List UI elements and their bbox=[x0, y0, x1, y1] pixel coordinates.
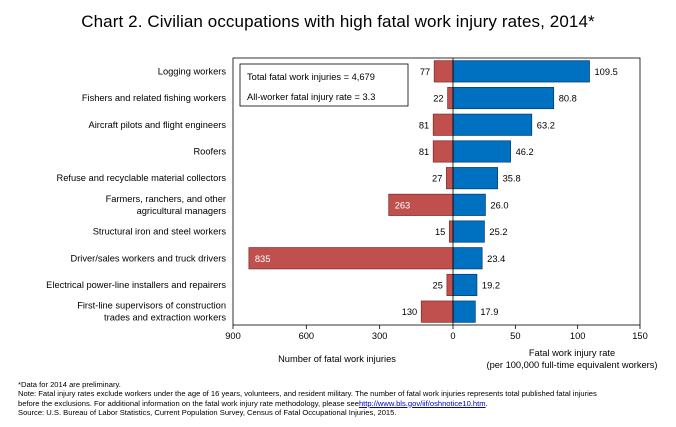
x-tick-label: 0 bbox=[450, 331, 455, 341]
rate-bar bbox=[452, 167, 498, 190]
count-bar bbox=[433, 60, 454, 83]
category-label: Farmers, ranchers, and other agricultural… bbox=[106, 194, 227, 216]
count-value-label: 81 bbox=[419, 120, 429, 130]
count-bar bbox=[447, 87, 454, 110]
category-label: Aircraft pilots and flight engineers bbox=[89, 120, 227, 130]
left-axis-label: Number of fatal work injuries bbox=[278, 354, 396, 364]
count-value-label: 27 bbox=[432, 174, 442, 184]
category-label-line: Roofers bbox=[193, 146, 226, 156]
category-label-line: Driver/sales workers and truck drivers bbox=[70, 253, 226, 263]
count-value-label: 25 bbox=[433, 280, 443, 290]
annotation-box bbox=[239, 63, 409, 107]
annotation-text: All-worker fatal injury rate = 3.3 bbox=[247, 92, 375, 102]
rate-bar bbox=[452, 140, 511, 163]
category-label-line: trades and extraction workers bbox=[104, 313, 226, 323]
rate-value-label: 26.0 bbox=[490, 200, 508, 210]
count-value-label: 263 bbox=[395, 200, 411, 210]
bar-chart: Total fatal work injuries = 4,679 All-wor… bbox=[46, 57, 658, 370]
category-label-line: First-line supervisors of construction bbox=[77, 301, 226, 311]
x-tick-label: 150 bbox=[632, 331, 648, 341]
count-bar bbox=[248, 247, 454, 270]
category-label-line: Aircraft pilots and flight engineers bbox=[89, 120, 227, 130]
footnotes: *Data for 2014 are preliminary. Note: Fa… bbox=[18, 380, 668, 417]
category-label: Structural iron and steel workers bbox=[93, 227, 227, 237]
rate-bar bbox=[452, 193, 486, 216]
count-value-label: 22 bbox=[433, 94, 443, 104]
rate-value-label: 19.2 bbox=[482, 280, 500, 290]
footnote-methodology-text: before the exclusions. For additional in… bbox=[18, 398, 359, 408]
x-tick-label: 300 bbox=[372, 331, 388, 341]
footnote-preliminary: *Data for 2014 are preliminary. bbox=[18, 380, 121, 389]
chart-title: Chart 2. Civilian occupations with high … bbox=[81, 12, 595, 31]
category-label-line: Electrical power-line installers and rep… bbox=[46, 280, 226, 290]
category-label: Roofers bbox=[193, 146, 226, 156]
x-tick-label: 100 bbox=[570, 331, 586, 341]
right-axis-label: (per 100,000 full-time equivalent worker… bbox=[486, 360, 657, 370]
footnote-note: Note: Fatal injury rates exclude workers… bbox=[18, 389, 597, 399]
rate-value-label: 80.8 bbox=[559, 94, 577, 104]
footnote-methodology: before the exclusions. For additional in… bbox=[18, 399, 668, 408]
rate-value-label: 35.8 bbox=[503, 174, 521, 184]
category-label-line: Fishers and related fishing workers bbox=[82, 93, 227, 103]
rate-bar bbox=[452, 247, 483, 270]
rate-value-label: 25.2 bbox=[489, 227, 507, 237]
methodology-link[interactable]: http://www.bls.gov/iif/oshnotice10.htm bbox=[358, 398, 486, 408]
category-label-line: Refuse and recyclable material collector… bbox=[57, 173, 227, 183]
rate-bar bbox=[452, 273, 478, 296]
count-value-label: 77 bbox=[420, 67, 430, 77]
count-value-label: 15 bbox=[435, 227, 445, 237]
footnote-source: Source: U.S. Bureau of Labor Statistics,… bbox=[18, 407, 397, 417]
rate-bar bbox=[452, 220, 485, 243]
category-label-line: Logging workers bbox=[158, 66, 227, 76]
category-label: Driver/sales workers and truck drivers bbox=[70, 253, 226, 263]
category-label: First-line supervisors of construction tr… bbox=[77, 301, 226, 323]
category-label: Logging workers bbox=[158, 66, 227, 76]
rate-bar bbox=[452, 300, 476, 323]
count-value-label: 835 bbox=[255, 254, 271, 264]
rate-bar bbox=[452, 87, 555, 110]
category-label-line: Farmers, ranchers, and other bbox=[106, 194, 226, 204]
category-label-line: Structural iron and steel workers bbox=[93, 227, 227, 237]
category-label: Fishers and related fishing workers bbox=[82, 93, 227, 103]
category-label: Electrical power-line installers and rep… bbox=[46, 280, 226, 290]
annotation-text: Total fatal work injuries = 4,679 bbox=[247, 72, 375, 82]
rate-value-label: 109.5 bbox=[595, 67, 618, 77]
rate-value-label: 23.4 bbox=[487, 254, 505, 264]
rate-value-label: 63.2 bbox=[537, 120, 555, 130]
x-tick-label: 600 bbox=[299, 331, 315, 341]
count-bar bbox=[432, 140, 454, 163]
right-axis-label: Fatal work injury rate bbox=[529, 348, 615, 358]
rate-bar bbox=[452, 60, 590, 83]
count-bar bbox=[446, 167, 454, 190]
count-bar bbox=[446, 273, 454, 296]
count-value-label: 130 bbox=[402, 307, 418, 317]
rate-value-label: 46.2 bbox=[516, 147, 534, 157]
x-tick-label: 50 bbox=[510, 331, 520, 341]
plot-frame bbox=[232, 57, 641, 326]
x-tick-label: 900 bbox=[225, 331, 241, 341]
count-bar bbox=[448, 220, 454, 243]
rate-bar bbox=[452, 113, 533, 136]
category-label: Refuse and recyclable material collector… bbox=[57, 173, 227, 183]
rate-value-label: 17.9 bbox=[480, 307, 498, 317]
category-label-line: agricultural managers bbox=[137, 206, 227, 216]
count-bar bbox=[432, 113, 454, 136]
footnote-period: . bbox=[485, 398, 488, 408]
count-value-label: 81 bbox=[419, 147, 429, 157]
count-bar bbox=[420, 300, 454, 323]
